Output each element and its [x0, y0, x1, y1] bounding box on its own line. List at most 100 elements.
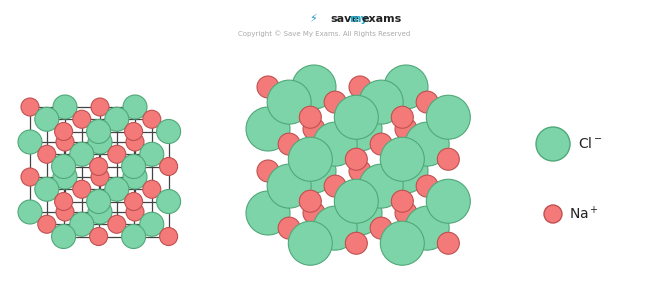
Circle shape — [143, 110, 161, 128]
Circle shape — [18, 200, 42, 224]
Circle shape — [278, 133, 300, 155]
Circle shape — [303, 202, 325, 224]
Circle shape — [338, 191, 382, 235]
Circle shape — [416, 175, 438, 197]
Circle shape — [395, 202, 417, 224]
Circle shape — [324, 91, 346, 113]
Circle shape — [143, 180, 161, 198]
Circle shape — [140, 212, 164, 236]
Circle shape — [90, 158, 108, 175]
Circle shape — [395, 118, 417, 140]
Circle shape — [544, 205, 562, 223]
Circle shape — [405, 122, 449, 166]
Circle shape — [246, 107, 290, 151]
Circle shape — [426, 95, 471, 139]
Circle shape — [345, 148, 367, 170]
Circle shape — [104, 107, 129, 131]
Circle shape — [288, 137, 332, 181]
Circle shape — [426, 179, 471, 223]
Circle shape — [35, 177, 59, 201]
Circle shape — [288, 221, 332, 265]
Circle shape — [334, 95, 378, 139]
Circle shape — [70, 212, 94, 236]
Text: Cl$^-$: Cl$^-$ — [578, 137, 603, 152]
Circle shape — [267, 80, 311, 124]
Text: exams: exams — [361, 14, 401, 24]
Circle shape — [292, 65, 336, 109]
Circle shape — [140, 142, 164, 166]
Circle shape — [125, 123, 143, 140]
Circle shape — [21, 98, 39, 116]
Circle shape — [391, 190, 413, 212]
Circle shape — [156, 120, 180, 143]
Circle shape — [391, 106, 413, 128]
Circle shape — [338, 107, 382, 151]
Circle shape — [380, 137, 424, 181]
Circle shape — [405, 206, 449, 250]
Circle shape — [55, 123, 73, 140]
Circle shape — [536, 127, 570, 161]
Circle shape — [313, 206, 357, 250]
Circle shape — [384, 149, 428, 193]
Circle shape — [324, 175, 346, 197]
Circle shape — [267, 164, 311, 208]
Circle shape — [52, 155, 75, 178]
Circle shape — [18, 130, 42, 154]
Circle shape — [160, 227, 178, 246]
Circle shape — [35, 107, 59, 131]
Circle shape — [334, 179, 378, 223]
Circle shape — [86, 189, 110, 214]
Circle shape — [90, 227, 108, 246]
Text: ⚡: ⚡ — [309, 14, 317, 24]
Circle shape — [349, 160, 371, 182]
Circle shape — [278, 217, 300, 239]
Circle shape — [52, 224, 75, 249]
Text: Na$^+$: Na$^+$ — [569, 205, 599, 223]
Circle shape — [56, 203, 74, 221]
Circle shape — [126, 133, 144, 151]
Circle shape — [53, 95, 77, 119]
Circle shape — [121, 224, 145, 249]
Circle shape — [156, 189, 180, 214]
Circle shape — [56, 133, 74, 151]
Circle shape — [246, 191, 290, 235]
Circle shape — [370, 217, 392, 239]
Circle shape — [21, 168, 39, 186]
Circle shape — [123, 95, 147, 119]
Circle shape — [345, 232, 367, 254]
Circle shape — [313, 122, 357, 166]
Circle shape — [384, 65, 428, 109]
Text: my: my — [349, 14, 368, 24]
Circle shape — [53, 165, 77, 189]
Circle shape — [380, 221, 424, 265]
Circle shape — [126, 203, 144, 221]
Circle shape — [55, 192, 73, 210]
Circle shape — [86, 120, 110, 143]
Circle shape — [73, 180, 91, 198]
Circle shape — [108, 145, 126, 163]
Circle shape — [292, 149, 336, 193]
Circle shape — [160, 158, 178, 175]
Circle shape — [437, 232, 459, 254]
Circle shape — [359, 164, 403, 208]
Circle shape — [38, 145, 56, 163]
Circle shape — [125, 192, 143, 210]
Circle shape — [257, 76, 279, 98]
Text: Copyright © Save My Exams. All Rights Reserved: Copyright © Save My Exams. All Rights Re… — [238, 31, 410, 37]
Circle shape — [121, 155, 145, 178]
Circle shape — [299, 190, 321, 212]
Circle shape — [303, 118, 325, 140]
Circle shape — [73, 110, 91, 128]
Circle shape — [299, 106, 321, 128]
Circle shape — [88, 130, 112, 154]
Text: save: save — [330, 14, 359, 24]
Circle shape — [437, 148, 459, 170]
Circle shape — [91, 98, 109, 116]
Circle shape — [123, 165, 147, 189]
Circle shape — [38, 215, 56, 233]
Circle shape — [91, 168, 109, 186]
Circle shape — [88, 200, 112, 224]
Circle shape — [70, 142, 94, 166]
Circle shape — [370, 133, 392, 155]
Circle shape — [416, 91, 438, 113]
